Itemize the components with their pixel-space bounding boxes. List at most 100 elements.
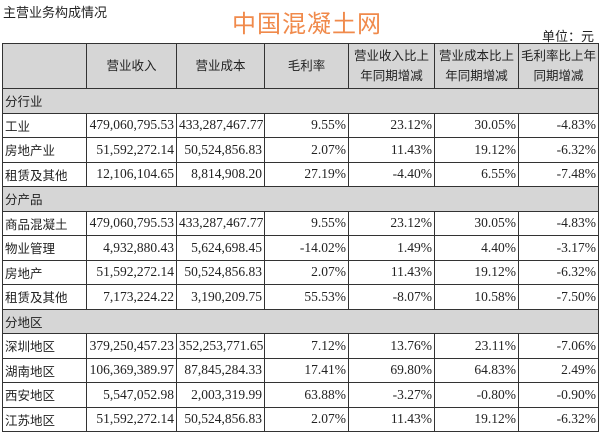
table-cell: -6.32% <box>518 137 599 163</box>
table-cell: 17.41% <box>264 357 349 383</box>
table-cell: 51,592,272.14 <box>86 406 177 432</box>
table-cell: 2,003,319.99 <box>176 382 265 408</box>
row-label: 江苏地区 <box>2 406 87 432</box>
table-cell: 27.19% <box>264 161 349 187</box>
table-row: 物业管理 4,932,880.43 5,624,698.45 -14.02% 1.49%… <box>2 235 599 261</box>
section-row: 分地区 <box>2 308 599 334</box>
table-cell: 433,287,467.77 <box>176 112 265 138</box>
table-cell: 479,060,795.53 <box>86 112 177 138</box>
table-cell: 433,287,467.77 <box>176 210 265 236</box>
row-label: 工业 <box>2 112 87 138</box>
table-cell: -4.40% <box>348 161 435 187</box>
table-cell: -6.32% <box>518 406 599 432</box>
table-cell: 6.55% <box>434 161 519 187</box>
table-cell: -4.83% <box>518 210 599 236</box>
table-row: 商品混凝土 479,060,795.53 433,287,467.77 9.55% 23… <box>2 210 599 236</box>
section-row: 分行业 <box>2 88 599 114</box>
header-cell: 营业收入 <box>86 43 177 89</box>
table-cell: 50,524,856.83 <box>176 406 265 432</box>
table-row: 租赁及其他 7,173,224.22 3,190,209.75 55.53% -8.07… <box>2 284 599 310</box>
table-cell: 7,173,224.22 <box>86 284 177 310</box>
table-cell: 64.83% <box>434 357 519 383</box>
table-cell: 51,592,272.14 <box>86 137 177 163</box>
row-label: 深圳地区 <box>2 333 87 359</box>
table-cell: 19.12% <box>434 259 519 285</box>
table-cell: -7.48% <box>518 161 599 187</box>
table-cell: -0.90% <box>518 382 599 408</box>
row-label: 西安地区 <box>2 382 87 408</box>
table-row: 湖南地区 106,369,389.97 87,845,284.33 17.41% 69.… <box>2 357 599 383</box>
section-label: 分产品 <box>2 186 599 212</box>
table-cell: 51,592,272.14 <box>86 259 177 285</box>
table-cell: 352,253,771.65 <box>176 333 265 359</box>
table-cell: 3,190,209.75 <box>176 284 265 310</box>
section-label: 分行业 <box>2 88 599 114</box>
table-row: 工业 479,060,795.53 433,287,467.77 9.55% 23.12… <box>2 112 599 138</box>
table-cell: 9.55% <box>264 112 349 138</box>
table-cell: 30.05% <box>434 112 519 138</box>
table-cell: -7.50% <box>518 284 599 310</box>
table-cell: 1.49% <box>348 235 435 261</box>
table-cell: 19.12% <box>434 137 519 163</box>
table-cell: 2.49% <box>518 357 599 383</box>
table-cell: 106,369,389.97 <box>86 357 177 383</box>
table-cell: 19.12% <box>434 406 519 432</box>
header-cell <box>2 43 87 89</box>
table-cell: 2.07% <box>264 259 349 285</box>
section-label: 分地区 <box>2 308 599 334</box>
table-cell: 11.43% <box>348 406 435 432</box>
row-label: 租赁及其他 <box>2 284 87 310</box>
table-cell: 11.43% <box>348 137 435 163</box>
table-cell: 23.12% <box>348 112 435 138</box>
table-cell: 5,547,052.98 <box>86 382 177 408</box>
table-cell: 379,250,457.23 <box>86 333 177 359</box>
table-cell: -7.06% <box>518 333 599 359</box>
table-cell: 4.40% <box>434 235 519 261</box>
table-cell: 87,845,284.33 <box>176 357 265 383</box>
header-cell: 营业成本比上年同期增减 <box>434 43 519 89</box>
unit-label: 单位：元 <box>541 30 594 45</box>
table-cell: 479,060,795.53 <box>86 210 177 236</box>
table-cell: 9.55% <box>264 210 349 236</box>
header-cell: 营业收入比上年同期增减 <box>348 43 435 89</box>
table-cell: 10.58% <box>434 284 519 310</box>
table-cell: 12,106,104.65 <box>86 161 177 187</box>
table-cell: 63.88% <box>264 382 349 408</box>
table-cell: 69.80% <box>348 357 435 383</box>
table-row: 房地产 51,592,272.14 50,524,856.83 2.07% 11.43%… <box>2 259 599 285</box>
row-label: 房地产 <box>2 259 87 285</box>
row-label: 物业管理 <box>2 235 87 261</box>
table-cell: 7.12% <box>264 333 349 359</box>
row-label: 商品混凝土 <box>2 210 87 236</box>
table-cell: 23.12% <box>348 210 435 236</box>
table-cell: 11.43% <box>348 259 435 285</box>
table-row: 租赁及其他 12,106,104.65 8,814,908.20 27.19% -4.4… <box>2 161 599 187</box>
table-cell: 50,524,856.83 <box>176 137 265 163</box>
table-cell: 5,624,698.45 <box>176 235 265 261</box>
table-cell: 50,524,856.83 <box>176 259 265 285</box>
table-cell: -14.02% <box>264 235 349 261</box>
row-label: 租赁及其他 <box>2 161 87 187</box>
table-cell: -3.17% <box>518 235 599 261</box>
table-cell: 4,932,880.43 <box>86 235 177 261</box>
table-cell: 13.76% <box>348 333 435 359</box>
row-label: 房地产业 <box>2 137 87 163</box>
table-row: 房地产业 51,592,272.14 50,524,856.83 2.07% 11.43… <box>2 137 599 163</box>
table-cell: 30.05% <box>434 210 519 236</box>
watermark: 中国混凝土网 <box>232 10 382 38</box>
table-cell: 2.07% <box>264 137 349 163</box>
table-cell: -6.32% <box>518 259 599 285</box>
section-row: 分产品 <box>2 186 599 212</box>
table-cell: -0.80% <box>434 382 519 408</box>
table-row: 深圳地区 379,250,457.23 352,253,771.65 7.12% 13.… <box>2 333 599 359</box>
table-row: 江苏地区 51,592,272.14 50,524,856.83 2.07% 11.43… <box>2 406 599 432</box>
table-cell: 23.11% <box>434 333 519 359</box>
header-row: 营业收入 营业成本 毛利率 营业收入比上年同期增减 营业成本比上年同期增减 毛利… <box>2 43 599 89</box>
header-cell: 营业成本 <box>176 43 265 89</box>
table-cell: 55.53% <box>264 284 349 310</box>
table-row: 西安地区 5,547,052.98 2,003,319.99 63.88% -3.27%… <box>2 382 599 408</box>
header-cell: 毛利率比上年同期增减 <box>518 43 599 89</box>
table-cell: -8.07% <box>348 284 435 310</box>
row-label: 湖南地区 <box>2 357 87 383</box>
table-cell: 2.07% <box>264 406 349 432</box>
